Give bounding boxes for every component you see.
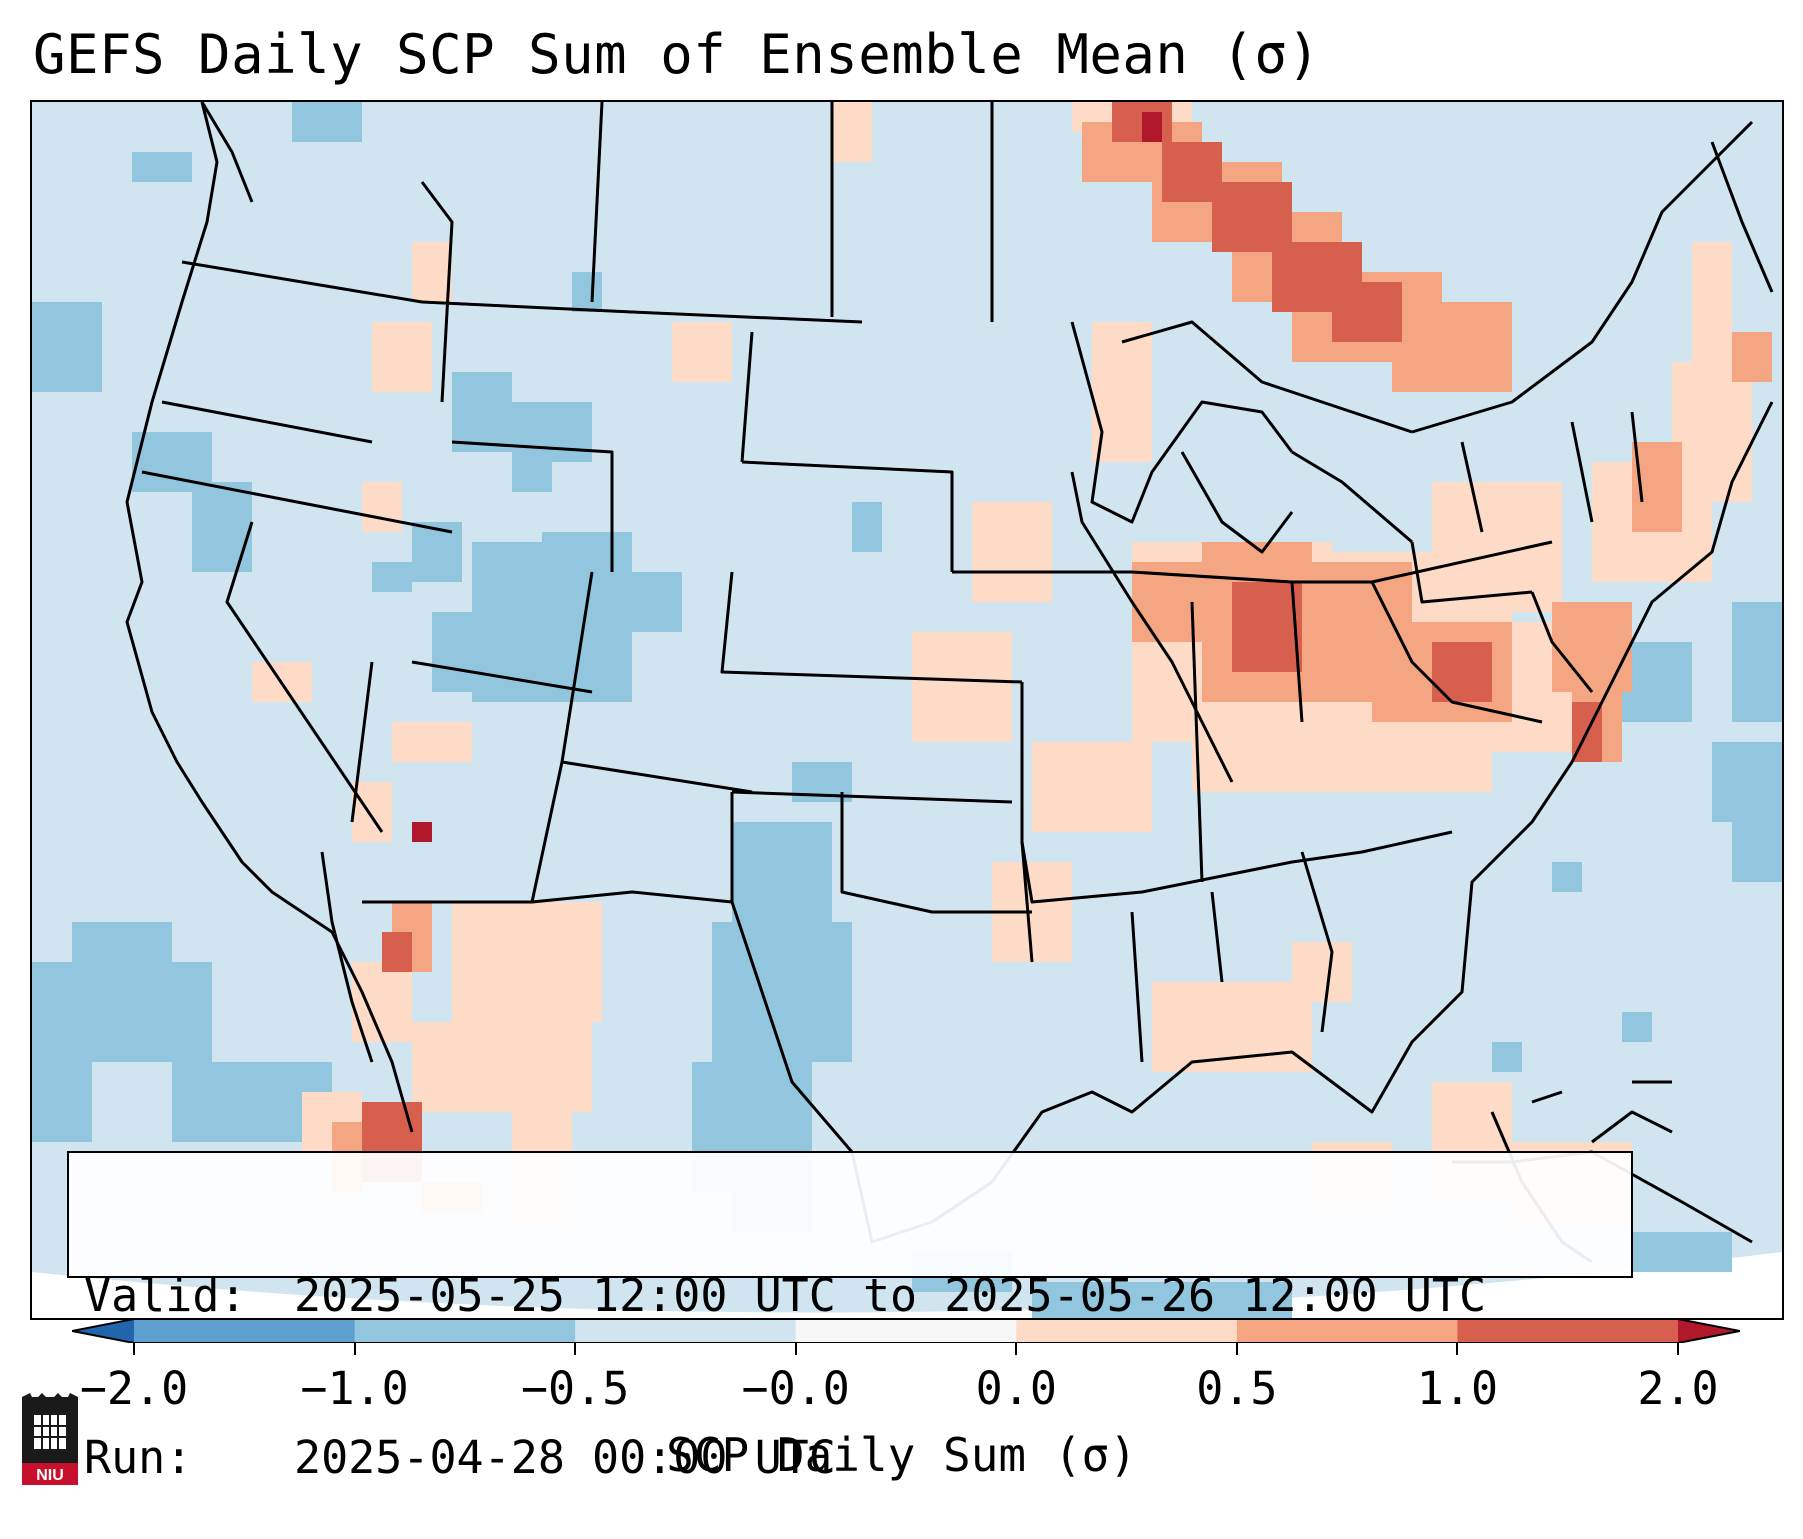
colorbar bbox=[72, 1319, 1740, 1343]
colorbar-tick-label: 2.0 bbox=[1637, 1362, 1719, 1415]
colorbar-bin bbox=[134, 1319, 356, 1343]
logo-text: NIU bbox=[36, 1467, 64, 1484]
map-canvas bbox=[32, 102, 1782, 1318]
colorbar-tick bbox=[353, 1343, 356, 1355]
colorbar-bin bbox=[1236, 1319, 1458, 1343]
colorbar-tick bbox=[794, 1343, 797, 1355]
colorbar-bin bbox=[575, 1319, 797, 1343]
colorbar-bin bbox=[1457, 1319, 1679, 1343]
colorbar-tick-label: 0.0 bbox=[975, 1362, 1057, 1415]
colorbar-under-extension bbox=[72, 1319, 134, 1343]
colorbar-tick bbox=[1235, 1343, 1238, 1355]
validity-info-box: Valid: 2025-05-25 12:00 UTC to 2025-05-26… bbox=[67, 1151, 1633, 1484]
valid-label: Valid: bbox=[84, 1269, 247, 1322]
run-label: Run: bbox=[84, 1431, 193, 1484]
colorbar-tick-label: 1.0 bbox=[1416, 1362, 1499, 1415]
map-panel bbox=[30, 100, 1784, 1320]
colorbar-tick bbox=[1677, 1343, 1679, 1355]
colorbar-tick-label: −1.0 bbox=[300, 1362, 409, 1415]
projection-edge bbox=[32, 1252, 1782, 1318]
map-title: GEFS Daily SCP Sum of Ensemble Mean (σ) bbox=[33, 23, 1321, 86]
valid-line: Valid: 2025-05-25 12:00 UTC to 2025-05-26… bbox=[84, 1269, 1631, 1323]
colorbar-tick-label: 0.5 bbox=[1196, 1362, 1278, 1415]
colorbar-over-extension bbox=[1678, 1319, 1740, 1343]
colorbar-tick-label: −0.5 bbox=[520, 1362, 630, 1415]
colorbar-tick bbox=[133, 1343, 135, 1355]
run-line: Run: 2025-04-28 00:00 UTC bbox=[84, 1431, 1631, 1485]
run-value: 2025-04-28 00:00 UTC bbox=[294, 1431, 836, 1484]
colorbar-label: SCP Daily Sum (σ) bbox=[666, 1428, 1137, 1482]
colorbar-bin bbox=[1016, 1319, 1238, 1343]
colorbar-bin bbox=[795, 1319, 1017, 1343]
niu-logo: NIU bbox=[22, 1393, 78, 1485]
colorbar-bin bbox=[354, 1319, 576, 1343]
colorbar-tick bbox=[1015, 1343, 1018, 1355]
colorbar-tick-label: −0.0 bbox=[741, 1362, 850, 1415]
colorbar-tick bbox=[574, 1343, 577, 1355]
colorbar-tick bbox=[1456, 1343, 1459, 1355]
colorbar-tick-label: −2.0 bbox=[79, 1362, 189, 1415]
anomaly-patches bbox=[32, 102, 1782, 1318]
valid-value: 2025-05-25 12:00 UTC to 2025-05-26 12:00… bbox=[294, 1269, 1487, 1322]
